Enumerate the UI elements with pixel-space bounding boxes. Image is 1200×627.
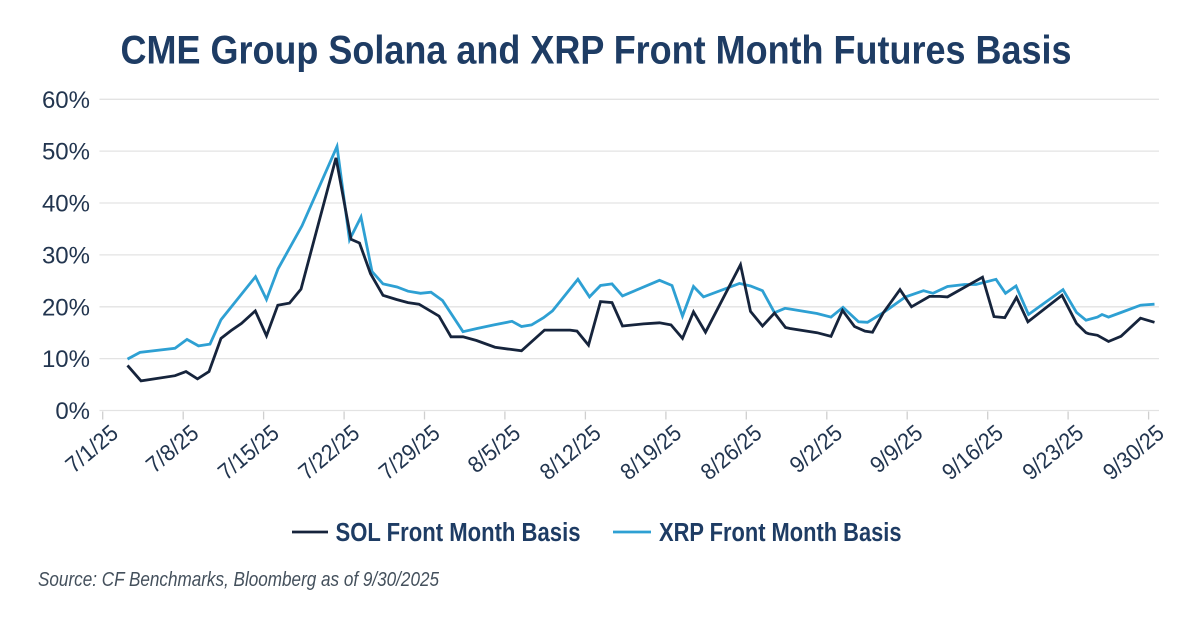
svg-text:10%: 10%: [42, 346, 90, 373]
svg-text:50%: 50%: [42, 139, 90, 166]
svg-text:0%: 0%: [55, 398, 90, 425]
svg-text:60%: 60%: [42, 87, 90, 114]
svg-text:CME Group Solana and XRP Front: CME Group Solana and XRP Front Month Fut…: [121, 29, 1072, 73]
svg-text:Source: CF Benchmarks, Bloombe: Source: CF Benchmarks, Bloomberg as of 9…: [38, 569, 440, 591]
svg-text:20%: 20%: [42, 294, 90, 321]
svg-text:SOL Front Month Basis: SOL Front Month Basis: [336, 519, 581, 547]
svg-text:XRP Front Month Basis: XRP Front Month Basis: [659, 519, 902, 547]
svg-text:40%: 40%: [42, 191, 90, 218]
svg-text:30%: 30%: [42, 242, 90, 269]
